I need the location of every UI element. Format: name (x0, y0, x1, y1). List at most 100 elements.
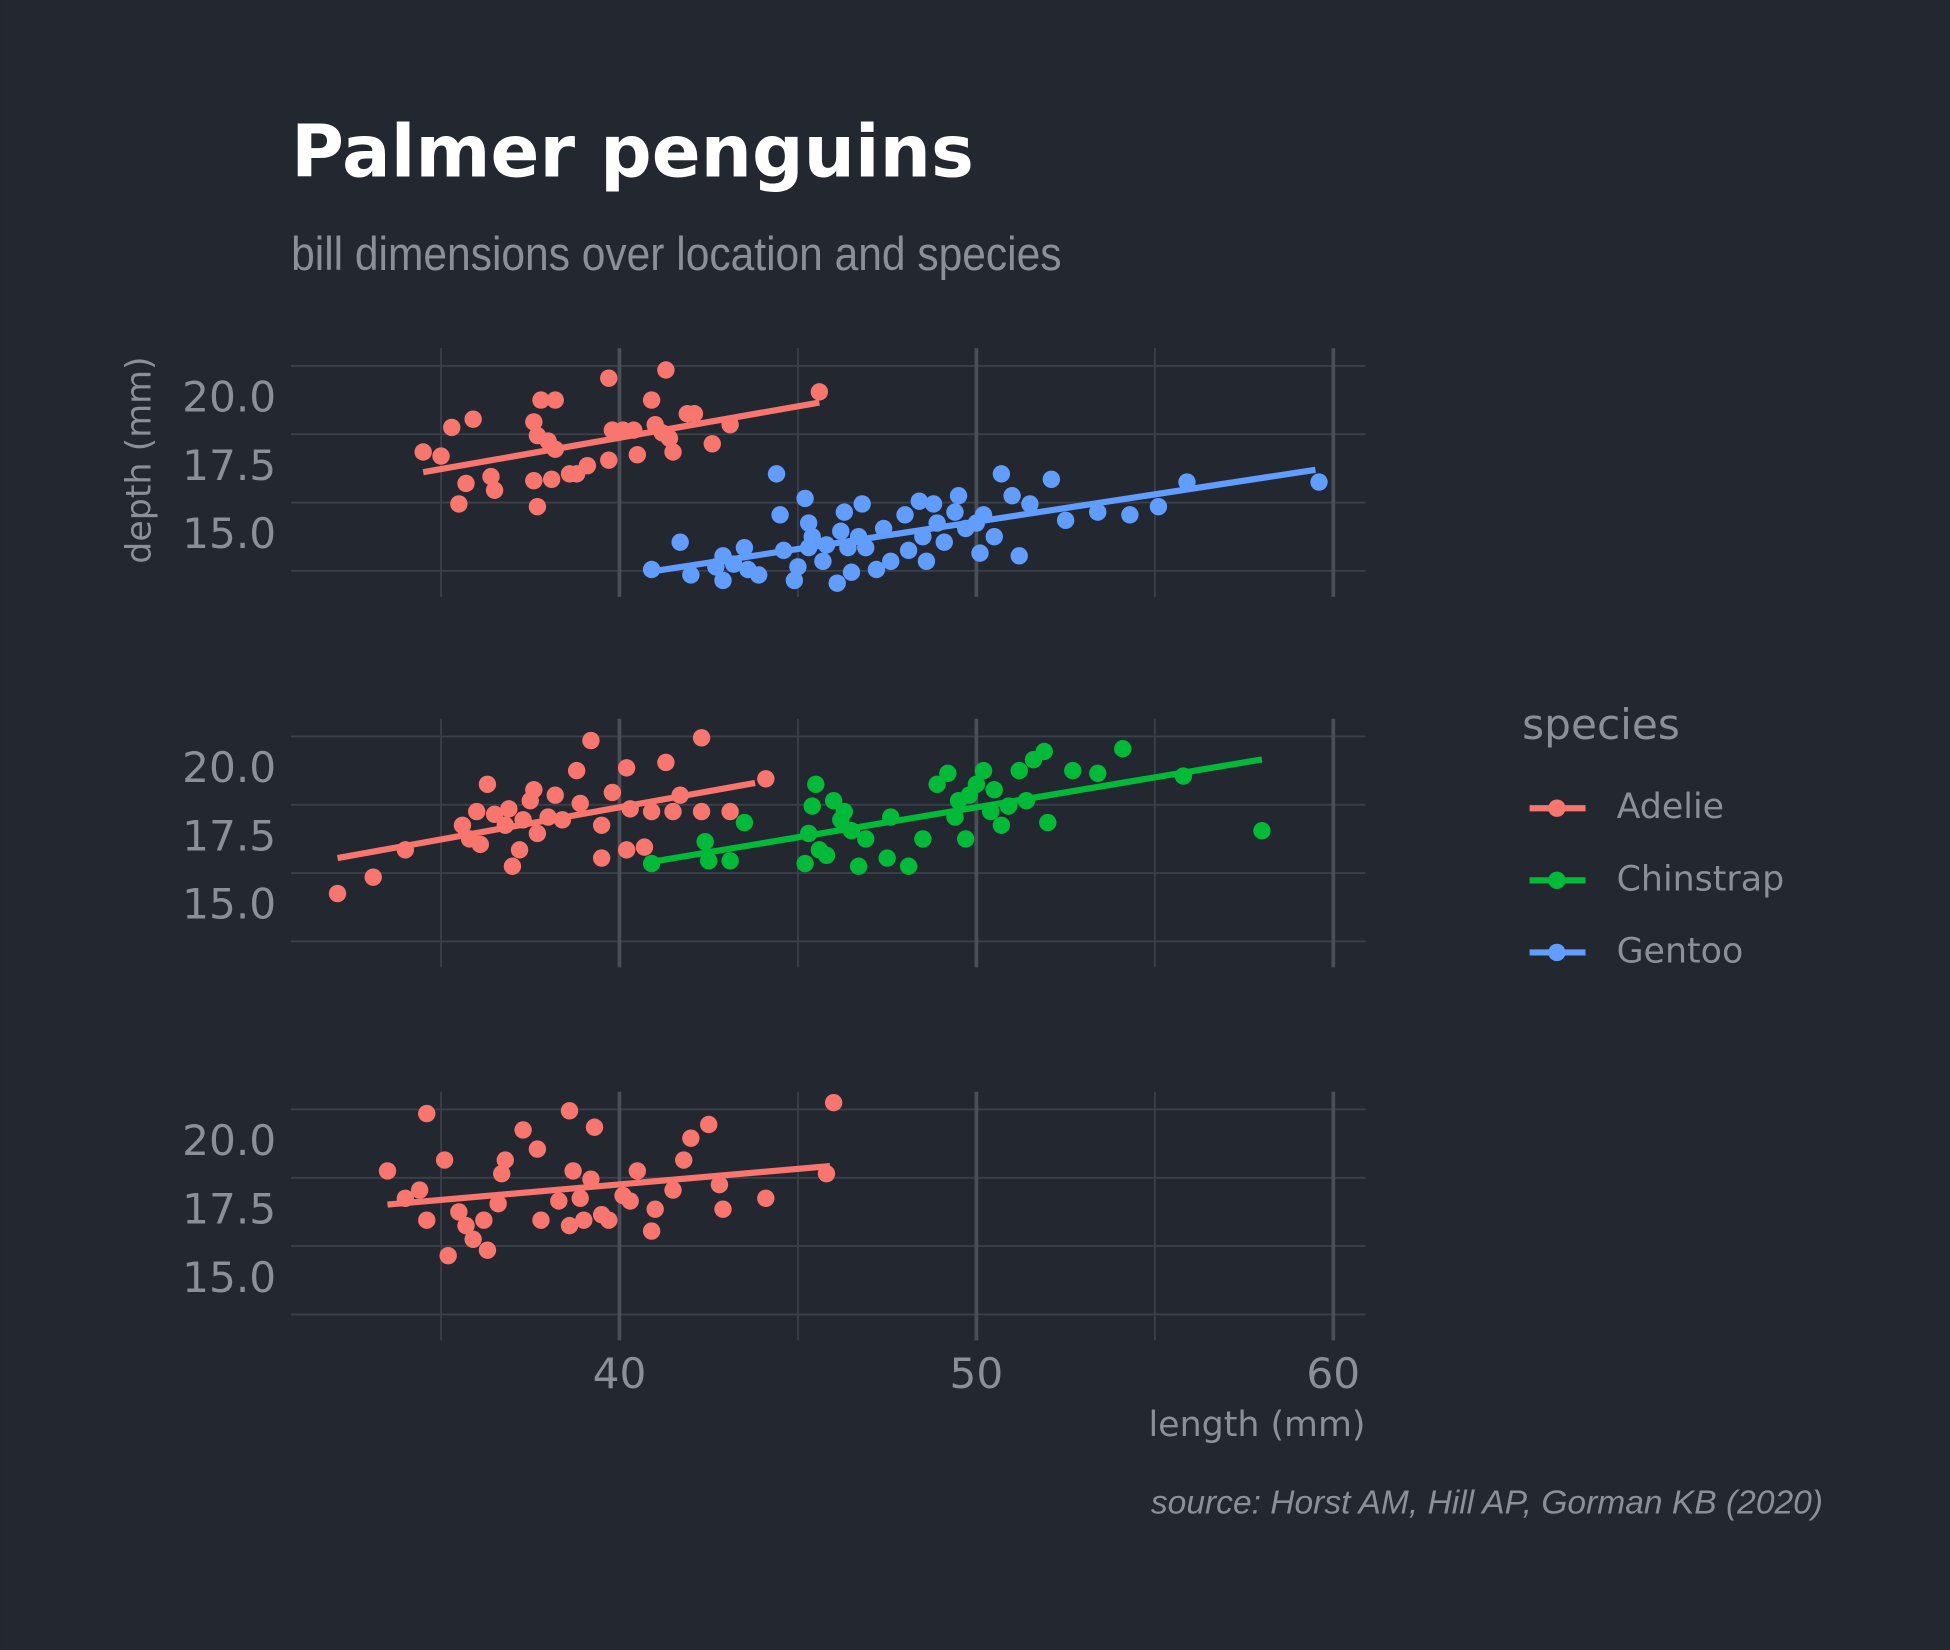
point (928, 775, 946, 793)
point (578, 456, 597, 475)
y-tick-label: 17.5 (182, 811, 276, 860)
point (675, 1151, 693, 1169)
point (435, 1151, 454, 1169)
point (1310, 473, 1328, 491)
chart-title: Palmer penguins (291, 111, 974, 195)
point (635, 838, 654, 856)
point (443, 418, 461, 437)
point (789, 558, 807, 576)
point (1010, 761, 1028, 780)
point (724, 555, 743, 573)
point (917, 552, 936, 571)
point (646, 1200, 664, 1218)
point (1149, 497, 1168, 516)
point (985, 781, 1003, 799)
point (682, 1129, 700, 1147)
point (642, 1222, 661, 1240)
point (842, 563, 861, 581)
point (1089, 503, 1107, 521)
point (503, 857, 522, 875)
point (496, 816, 514, 834)
point (500, 800, 518, 818)
point (1021, 495, 1039, 513)
point (560, 1102, 579, 1120)
point (489, 1195, 507, 1213)
point (735, 813, 754, 832)
point (510, 841, 529, 859)
point (328, 884, 347, 903)
point (757, 770, 775, 788)
point (999, 797, 1018, 815)
point (824, 1093, 843, 1112)
point (625, 421, 643, 439)
point (721, 802, 739, 821)
legend-point (1548, 871, 1566, 890)
x-tick-label: 50 (949, 1349, 1003, 1398)
point (600, 1211, 618, 1229)
point (453, 816, 472, 834)
point (664, 443, 682, 461)
point (914, 830, 932, 848)
point (757, 1189, 775, 1207)
point (857, 538, 875, 557)
point (974, 761, 993, 780)
point (525, 471, 543, 490)
point (468, 802, 486, 821)
point (592, 816, 611, 834)
point (835, 802, 854, 821)
point (642, 560, 661, 579)
point (817, 536, 836, 554)
point (457, 1216, 475, 1235)
point (1042, 470, 1061, 489)
point (814, 552, 832, 571)
point (475, 1211, 493, 1229)
point (803, 797, 821, 815)
legend-label: Chinstrap (1617, 859, 1785, 899)
fit-line (387, 1162, 831, 1208)
point (878, 849, 896, 867)
point (939, 764, 957, 783)
point (585, 1118, 604, 1136)
point (696, 832, 714, 851)
point (410, 1181, 429, 1199)
point (974, 506, 993, 524)
point (935, 533, 953, 551)
point (771, 506, 789, 524)
point (364, 868, 382, 886)
point (817, 846, 836, 865)
point (992, 465, 1011, 483)
point (810, 383, 829, 401)
point (600, 451, 618, 469)
point (418, 1104, 436, 1123)
point (546, 440, 564, 458)
point (414, 443, 432, 461)
y-tick-label: 17.5 (182, 1184, 276, 1233)
point (378, 1162, 397, 1180)
point (664, 1181, 682, 1199)
point (567, 761, 586, 780)
point (685, 405, 704, 423)
point (1017, 791, 1036, 810)
point (807, 775, 825, 793)
point (418, 1211, 436, 1229)
legend-title: species (1522, 700, 1680, 749)
point (1003, 487, 1021, 505)
point (946, 808, 964, 826)
point (803, 528, 821, 546)
point (1010, 547, 1028, 565)
point (857, 830, 875, 848)
point (853, 495, 871, 513)
point (1089, 764, 1107, 783)
point (671, 786, 689, 804)
point (485, 481, 504, 499)
point (493, 1164, 511, 1183)
point (692, 729, 711, 747)
point (967, 775, 986, 793)
point (882, 552, 900, 571)
point (439, 1246, 457, 1265)
point (981, 802, 1000, 821)
point (1174, 767, 1193, 785)
point (835, 503, 854, 521)
point (396, 1189, 415, 1207)
